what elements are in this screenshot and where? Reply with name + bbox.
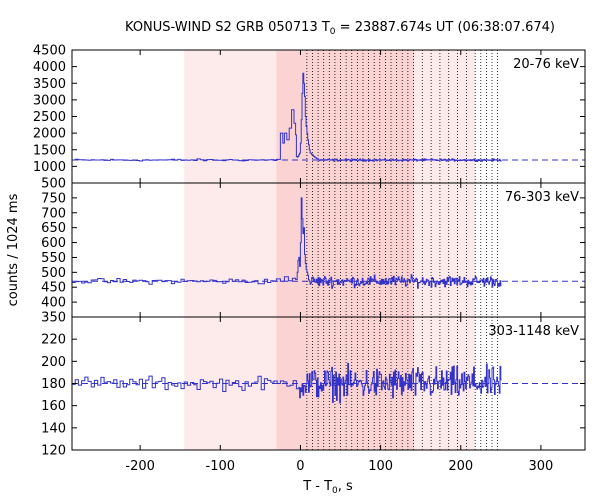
plot-area: 5001000150020002500300035004000450020-76…	[33, 44, 586, 474]
y-tick-label: 1500	[33, 143, 66, 158]
x-axis-label-main: T - T	[302, 479, 332, 494]
y-tick-label: 4500	[33, 44, 66, 59]
y-tick-label: 1000	[33, 160, 66, 175]
light-curve-1	[72, 72, 502, 162]
y-tick-label: 650	[41, 221, 66, 236]
y-tick-label: 700	[41, 206, 66, 221]
panel-3: 120 140 160 180 200 220 303-1148 keV	[41, 316, 586, 459]
x-tick-label: -200	[125, 459, 155, 474]
shaded-region-1	[276, 50, 301, 450]
light-curve-2	[72, 197, 502, 289]
y-tick-label: 750	[41, 191, 66, 206]
x-tick-label: 0	[296, 459, 304, 474]
y-tick-label: 600	[41, 236, 66, 251]
chart-title: KONUS-WIND S2 GRB 050713 T0 = 23887.674s…	[125, 20, 555, 37]
y-tick-label: 120	[41, 444, 66, 459]
y-tick-label: 450	[41, 281, 66, 296]
energy-band-label: 303-1148 keV	[488, 324, 579, 339]
energy-band-label: 76-303 keV	[505, 190, 579, 205]
svg-text:T - T0, s: T - T0, s	[302, 479, 353, 496]
y-tick-label: 220	[41, 333, 66, 348]
x-axis-label: T - T0, s	[302, 479, 353, 496]
y-tick-label: 2000	[33, 127, 66, 142]
y-tick-label: 160	[41, 399, 66, 414]
y-tick-label: 4000	[33, 60, 66, 75]
y-tick-label: 3000	[33, 93, 66, 108]
y-tick-label: 2500	[33, 110, 66, 125]
y-tick-label: 200	[41, 355, 66, 370]
y-tick-label: 500	[41, 266, 66, 281]
chart-title-main: KONUS-WIND S2 GRB 050713 T	[125, 20, 330, 35]
y-tick-label: 550	[41, 251, 66, 266]
x-tick-label: 200	[448, 459, 473, 474]
y-tick-label: 500	[41, 177, 66, 192]
y-tick-label: 180	[41, 377, 66, 392]
chart-title-sub: 0	[330, 27, 336, 37]
energy-band-label: 20-76 keV	[513, 57, 579, 72]
y-tick-label: 350	[41, 311, 66, 326]
svg-text:KONUS-WIND S2 GRB 050713 T0 =: KONUS-WIND S2 GRB 050713 T0 = 23887.674s…	[125, 20, 555, 37]
y-tick-label: 140	[41, 421, 66, 436]
y-tick-label: 400	[41, 296, 66, 311]
light-curve-3	[72, 362, 502, 404]
x-axis-label-sub: 0	[332, 486, 338, 496]
x-tick-label: -100	[206, 459, 236, 474]
x-tick-label: 100	[368, 459, 393, 474]
x-tick-label: 300	[529, 459, 554, 474]
y-axis-label: counts / 1024 ms	[6, 193, 21, 306]
y-tick-label: 3500	[33, 77, 66, 92]
chart-title-rest: = 23887.674s UT (06:38:07.674)	[336, 20, 555, 35]
x-axis-label-rest: , s	[338, 479, 353, 494]
